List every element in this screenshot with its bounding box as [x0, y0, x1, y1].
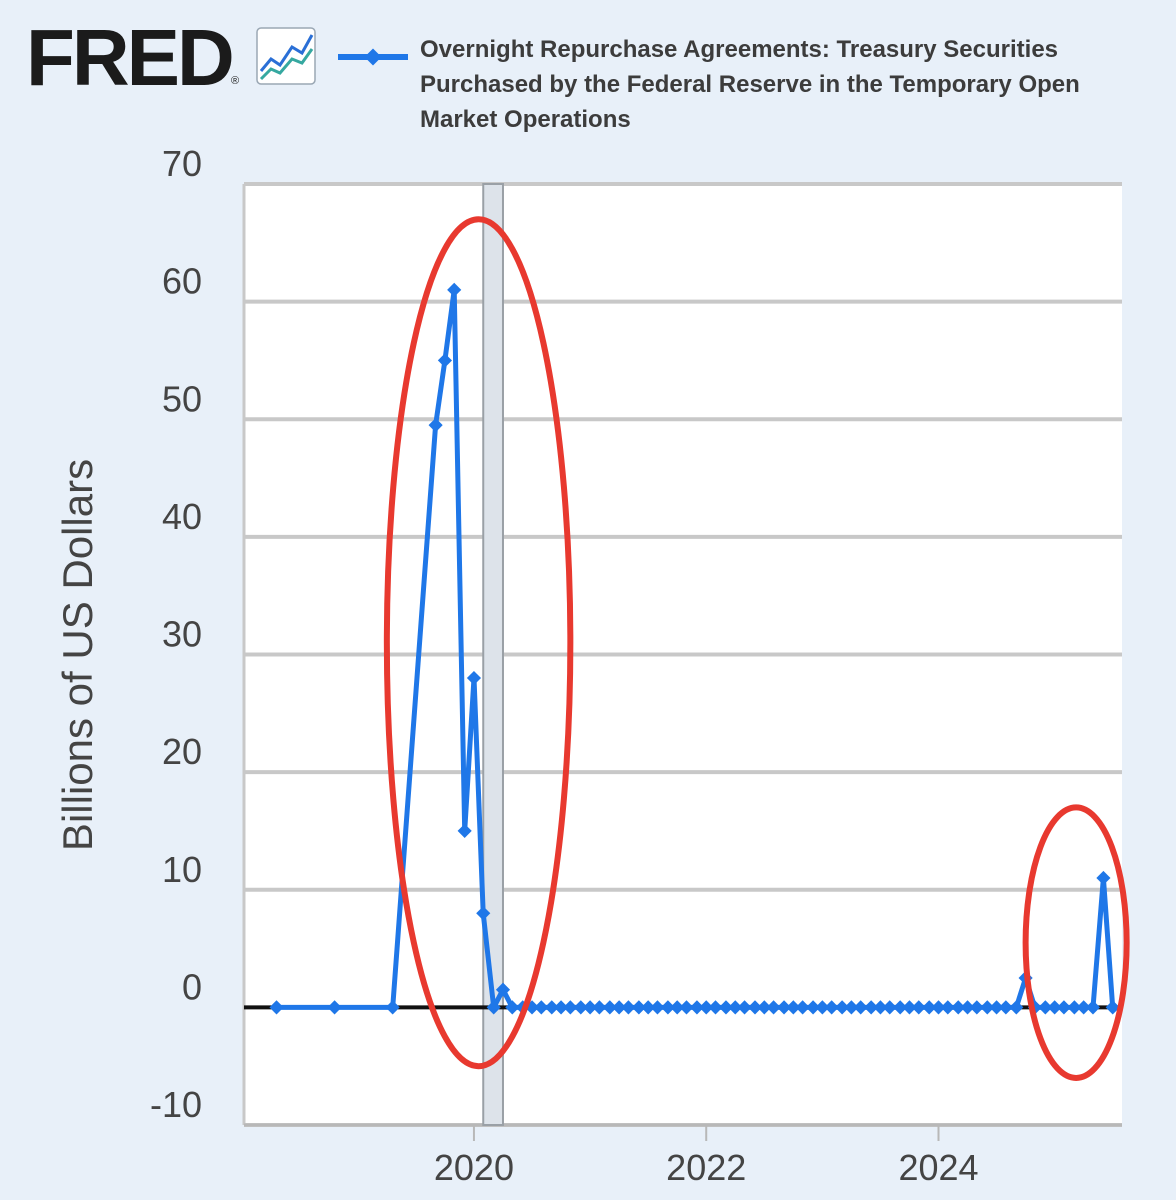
y-tick-label: 30	[162, 614, 202, 655]
data-point	[835, 1000, 850, 1015]
registered-mark: ®	[231, 75, 240, 87]
data-point	[621, 1000, 636, 1015]
data-point	[1076, 1000, 1091, 1015]
data-point	[940, 1000, 955, 1015]
chart-area: 70 60 50 40 30 20 10 0 -10 2020 2022 2024 Billions…	[54, 143, 1130, 1188]
x-tick-label: 2022	[666, 1147, 746, 1188]
y-axis-label: Billions of US Dollars	[54, 459, 101, 851]
y-tick-label: 10	[162, 849, 202, 890]
data-point	[495, 982, 511, 997]
y-tick-label: 50	[162, 378, 202, 419]
data-point	[795, 1000, 810, 1015]
x-tick-label: 2020	[434, 1147, 514, 1188]
data-point	[757, 1000, 772, 1015]
data-point	[573, 1000, 588, 1015]
data-point	[612, 1000, 627, 1015]
data-point	[437, 353, 452, 368]
data-point	[563, 1000, 578, 1015]
y-tick-label: 0	[182, 966, 202, 1007]
data-point	[466, 670, 482, 686]
data-point	[911, 1000, 926, 1015]
data-point	[902, 1000, 917, 1015]
data-point	[631, 1000, 646, 1015]
data-point	[922, 1000, 937, 1015]
fred-logo[interactable]: FRED	[26, 13, 235, 102]
data-point	[457, 823, 472, 839]
data-point	[1056, 1000, 1072, 1015]
data-point	[931, 1000, 946, 1015]
data-point	[951, 1000, 966, 1015]
data-point	[1038, 1000, 1053, 1015]
recession-band-group	[482, 183, 504, 1126]
annotation-ellipse	[1022, 804, 1130, 1081]
data-point	[1096, 870, 1111, 886]
y-tick-label: 70	[162, 143, 202, 184]
data-point	[824, 1000, 839, 1015]
data-point	[544, 1000, 559, 1015]
data-point	[776, 1000, 792, 1015]
y-tick-label: -10	[150, 1084, 202, 1125]
data-point	[728, 1000, 743, 1015]
data-point	[505, 1000, 520, 1015]
data-point	[853, 1000, 868, 1015]
data-point	[641, 1000, 656, 1015]
data-point	[864, 1000, 879, 1015]
data-point	[786, 1000, 801, 1015]
data-point	[486, 1000, 501, 1015]
data-point	[689, 1000, 705, 1015]
data-point	[592, 1000, 607, 1015]
data-point	[1067, 1000, 1082, 1015]
chart-header: FRED ® Overnight Repurchase Agreements: …	[0, 0, 1176, 150]
data-point	[699, 1000, 714, 1015]
data-point	[718, 1000, 734, 1015]
data-point	[998, 1000, 1013, 1015]
data-point	[385, 1000, 400, 1015]
annotation-group	[383, 216, 1130, 1081]
data-point	[476, 906, 491, 921]
annotation-ellipse	[383, 216, 574, 1070]
data-point	[1009, 1000, 1024, 1015]
data-point	[969, 1000, 984, 1015]
data-point	[553, 1000, 569, 1015]
data-point	[815, 1000, 830, 1015]
data-point	[660, 1000, 675, 1015]
data-point	[269, 1000, 284, 1015]
y-tick-label: 40	[162, 496, 202, 537]
data-point	[327, 1000, 342, 1015]
y-tick-label: 20	[162, 731, 202, 772]
data-point	[882, 1000, 897, 1015]
data-point	[989, 1000, 1004, 1015]
x-axis-ticks: 2020 2022 2024	[434, 1125, 979, 1188]
data-point	[708, 1000, 723, 1015]
data-point	[650, 1000, 665, 1015]
data-point	[737, 1000, 752, 1015]
y-axis-ticks: 70 60 50 40 30 20 10 0 -10	[150, 143, 202, 1125]
data-point	[980, 1000, 995, 1015]
data-point	[766, 1000, 781, 1015]
data-point	[602, 1000, 617, 1015]
x-tick-label: 2024	[898, 1147, 978, 1188]
data-point	[428, 418, 443, 433]
data-point	[844, 1000, 859, 1015]
legend-series-label: Overnight Repurchase Agreements: Treasur…	[420, 36, 1080, 133]
data-point	[670, 1000, 685, 1015]
data-point	[534, 1000, 549, 1015]
data-point	[960, 1000, 975, 1015]
y-tick-label: 60	[162, 261, 202, 302]
data-point	[893, 1000, 908, 1015]
line-chart-icon[interactable]	[256, 27, 316, 85]
recession-band	[482, 183, 504, 1126]
data-point	[679, 1000, 694, 1015]
data-point	[1105, 1000, 1120, 1015]
data-point	[806, 1000, 821, 1015]
data-point	[447, 282, 462, 297]
data-point	[583, 1000, 598, 1015]
data-point	[1085, 1000, 1101, 1015]
data-point	[747, 1000, 763, 1015]
data-point	[1047, 1000, 1062, 1015]
legend-series-swatch	[338, 48, 408, 66]
data-point	[873, 1000, 888, 1015]
